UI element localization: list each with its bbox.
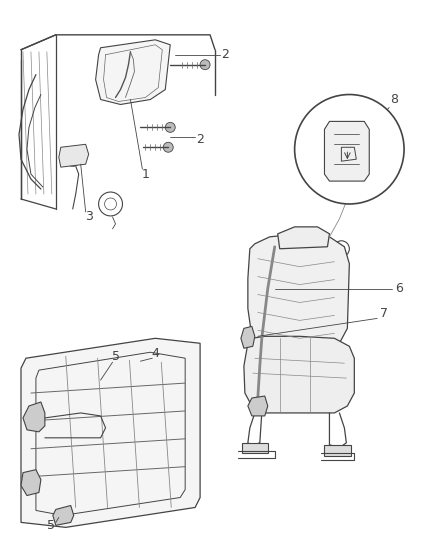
Polygon shape [324,122,368,181]
Circle shape [163,142,173,152]
Polygon shape [240,326,254,348]
Polygon shape [21,470,41,496]
Polygon shape [53,505,74,526]
Text: 6: 6 [394,282,402,295]
Text: 5: 5 [47,519,55,532]
Polygon shape [241,443,267,453]
Polygon shape [244,336,353,413]
Polygon shape [21,338,200,527]
Polygon shape [247,396,267,416]
Polygon shape [247,234,349,356]
Polygon shape [23,402,45,432]
Polygon shape [59,144,88,167]
Text: 7: 7 [379,307,387,320]
Text: 4: 4 [151,347,159,360]
Circle shape [294,94,403,204]
Text: 2: 2 [220,48,228,61]
Circle shape [165,123,175,132]
Polygon shape [277,227,328,249]
Text: 2: 2 [196,133,204,146]
Polygon shape [95,40,170,104]
Circle shape [118,371,142,395]
Circle shape [200,60,209,70]
Text: 1: 1 [141,168,149,181]
Text: 8: 8 [389,93,397,106]
Text: 3: 3 [85,211,92,223]
Polygon shape [324,445,350,456]
Text: 5: 5 [111,350,119,363]
